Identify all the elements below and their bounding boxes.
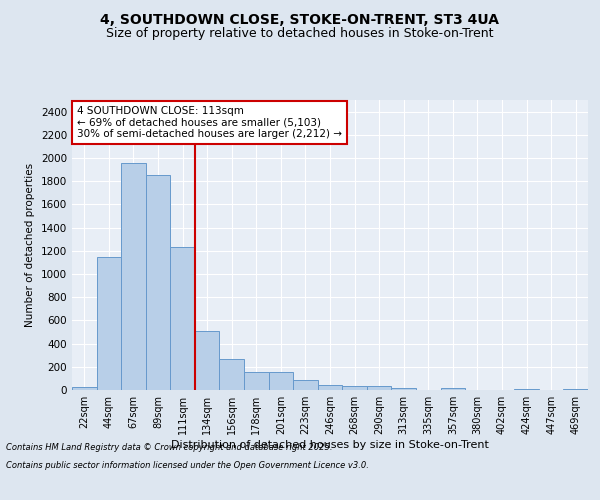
Text: 4, SOUTHDOWN CLOSE, STOKE-ON-TRENT, ST3 4UA: 4, SOUTHDOWN CLOSE, STOKE-ON-TRENT, ST3 … [101,12,499,26]
Bar [367,386,391,390]
Y-axis label: Number of detached properties: Number of detached properties [25,163,35,327]
Bar [97,256,121,390]
Text: Contains public sector information licensed under the Open Government Licence v3: Contains public sector information licen… [6,461,369,470]
X-axis label: Distribution of detached houses by size in Stoke-on-Trent: Distribution of detached houses by size … [171,440,489,450]
Bar [318,385,342,390]
Bar [146,176,170,390]
Bar [121,162,146,390]
Text: 4 SOUTHDOWN CLOSE: 113sqm
← 69% of detached houses are smaller (5,103)
30% of se: 4 SOUTHDOWN CLOSE: 113sqm ← 69% of detac… [77,106,342,139]
Text: Size of property relative to detached houses in Stoke-on-Trent: Size of property relative to detached ho… [106,28,494,40]
Bar [269,372,293,390]
Bar [72,387,97,390]
Text: Contains HM Land Registry data © Crown copyright and database right 2025.: Contains HM Land Registry data © Crown c… [6,444,332,452]
Bar [391,388,416,390]
Bar [342,386,367,390]
Bar [220,358,244,390]
Bar [293,380,318,390]
Bar [514,389,539,390]
Bar [440,388,465,390]
Bar [563,389,588,390]
Bar [170,248,195,390]
Bar [195,331,220,390]
Bar [244,372,269,390]
